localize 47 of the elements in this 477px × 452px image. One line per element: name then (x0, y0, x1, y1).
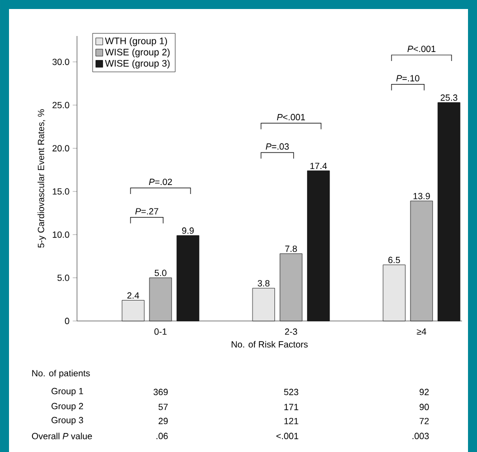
data-label: 5.0 (154, 270, 166, 276)
text: 29 (158, 418, 168, 424)
data-label: 2.4 (127, 292, 140, 299)
annotation: P<.001 (408, 46, 436, 52)
data-label: 13.9 (414, 192, 430, 200)
data-label: 17.4 (310, 162, 327, 170)
text: Group 2 (52, 402, 84, 412)
x-tick-label: ≥4 (416, 328, 426, 335)
data-label: 25.3 (440, 94, 458, 101)
y-tick-label: 20.0 (52, 145, 70, 152)
data-label: 6.5 (388, 256, 400, 264)
y-tick-label: 30.0 (52, 58, 70, 66)
legend-label: WTH (group 1) (105, 37, 167, 46)
annotation: P=.10 (396, 75, 420, 82)
x-axis-title: No. of Risk Factors (232, 340, 308, 348)
y-tick-label: 10.0 (52, 231, 70, 238)
y-tick-label: 25.0 (52, 102, 70, 108)
text: <.001 (276, 432, 298, 440)
text: .003 (412, 432, 429, 440)
data-label: 3.8 (258, 280, 270, 286)
y-tick-label: 15.0 (52, 188, 70, 195)
text: 72 (420, 418, 429, 424)
text: .06 (156, 432, 168, 440)
text: Overall P value (32, 432, 92, 440)
y-tick-label: 0 (64, 318, 70, 324)
y-axis-title: 5-y Cardiovascular Event Rates, % (38, 109, 46, 248)
text: 57 (158, 404, 168, 410)
text: 121 (284, 418, 298, 424)
text: Group 3 (52, 416, 84, 426)
annotation: P=.03 (266, 143, 289, 150)
legend-label: WISE (group 2) (105, 48, 170, 58)
data-label: 9.9 (182, 227, 194, 234)
text: 171 (284, 404, 298, 410)
annotation: P=.02 (148, 178, 172, 186)
legend-label: WISE (group 3) (105, 60, 170, 69)
data-label: 7.8 (285, 246, 297, 252)
x-tick-label: 0-1 (154, 328, 167, 335)
text: 523 (284, 388, 298, 396)
text: 90 (420, 404, 429, 410)
text: 92 (420, 388, 429, 396)
x-tick-label: 2-3 (285, 328, 298, 335)
text: Group 1 (52, 388, 84, 396)
annotation: P<.001 (276, 114, 305, 120)
text: 369 (154, 388, 168, 396)
y-tick-label: 5.0 (57, 274, 70, 281)
annotation: P=.27 (135, 208, 158, 214)
text: No. of patients (32, 370, 90, 378)
